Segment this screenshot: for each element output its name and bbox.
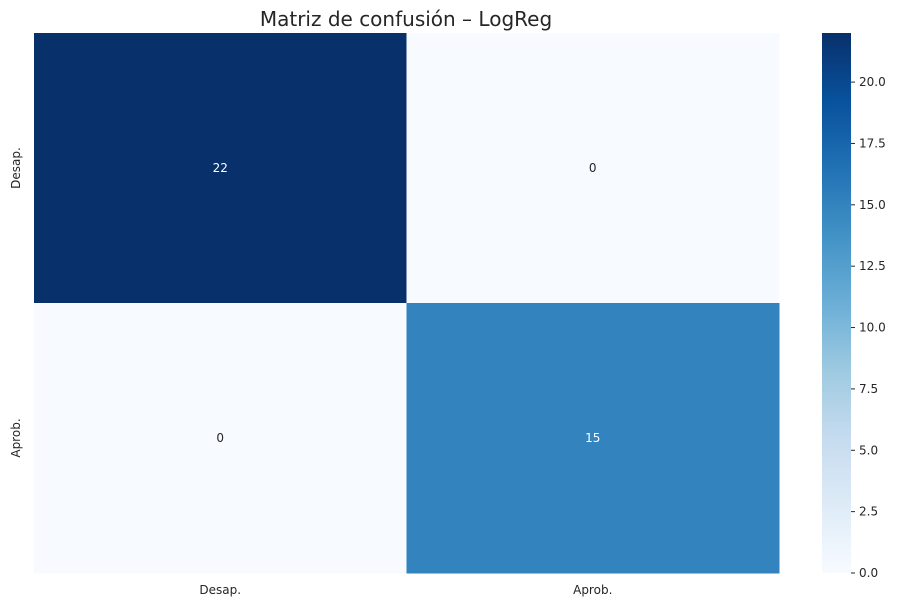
- x-tick-label: Desap.: [199, 583, 241, 597]
- y-axis-tick-labels: Desap. Aprob.: [9, 147, 23, 457]
- colorbar-tick-labels: 0.0 2.5 5.0 7.5 10.0 12.5 15.0 17.5 20.0: [851, 75, 886, 580]
- cell-value-label: 15: [585, 431, 600, 445]
- chart-title: Matriz de confusión – LogReg: [260, 7, 552, 31]
- colorbar-tick-label: 20.0: [859, 75, 886, 89]
- colorbar-tick-label: 10.0: [859, 321, 886, 335]
- colorbar-tick-label: 12.5: [859, 259, 886, 273]
- heatmap-cells: [34, 33, 780, 574]
- colorbar-tick-label: 7.5: [859, 382, 878, 396]
- x-tick-label: Aprob.: [573, 583, 612, 597]
- y-tick-label: Aprob.: [9, 418, 23, 457]
- heatmap-cell: [34, 33, 407, 304]
- colorbar-tick-label: 0.0: [859, 566, 878, 580]
- colorbar-tick-label: 5.0: [859, 443, 878, 457]
- cell-value-label: 0: [589, 161, 597, 175]
- cell-value-label: 0: [216, 431, 224, 445]
- colorbar-tick-label: 2.5: [859, 505, 878, 519]
- cell-value-label: 22: [213, 161, 228, 175]
- heatmap-cell: [406, 303, 780, 574]
- heatmap-cell-labels: 22 0 0 15: [213, 161, 601, 445]
- heatmap-cell: [34, 303, 407, 574]
- x-axis-tick-labels: Desap. Aprob.: [199, 583, 612, 597]
- colorbar: [822, 33, 851, 573]
- colorbar-tick-label: 17.5: [859, 136, 886, 150]
- heatmap-cell: [406, 33, 780, 304]
- colorbar-tick-label: 15.0: [859, 198, 886, 212]
- y-tick-label: Desap.: [9, 147, 23, 189]
